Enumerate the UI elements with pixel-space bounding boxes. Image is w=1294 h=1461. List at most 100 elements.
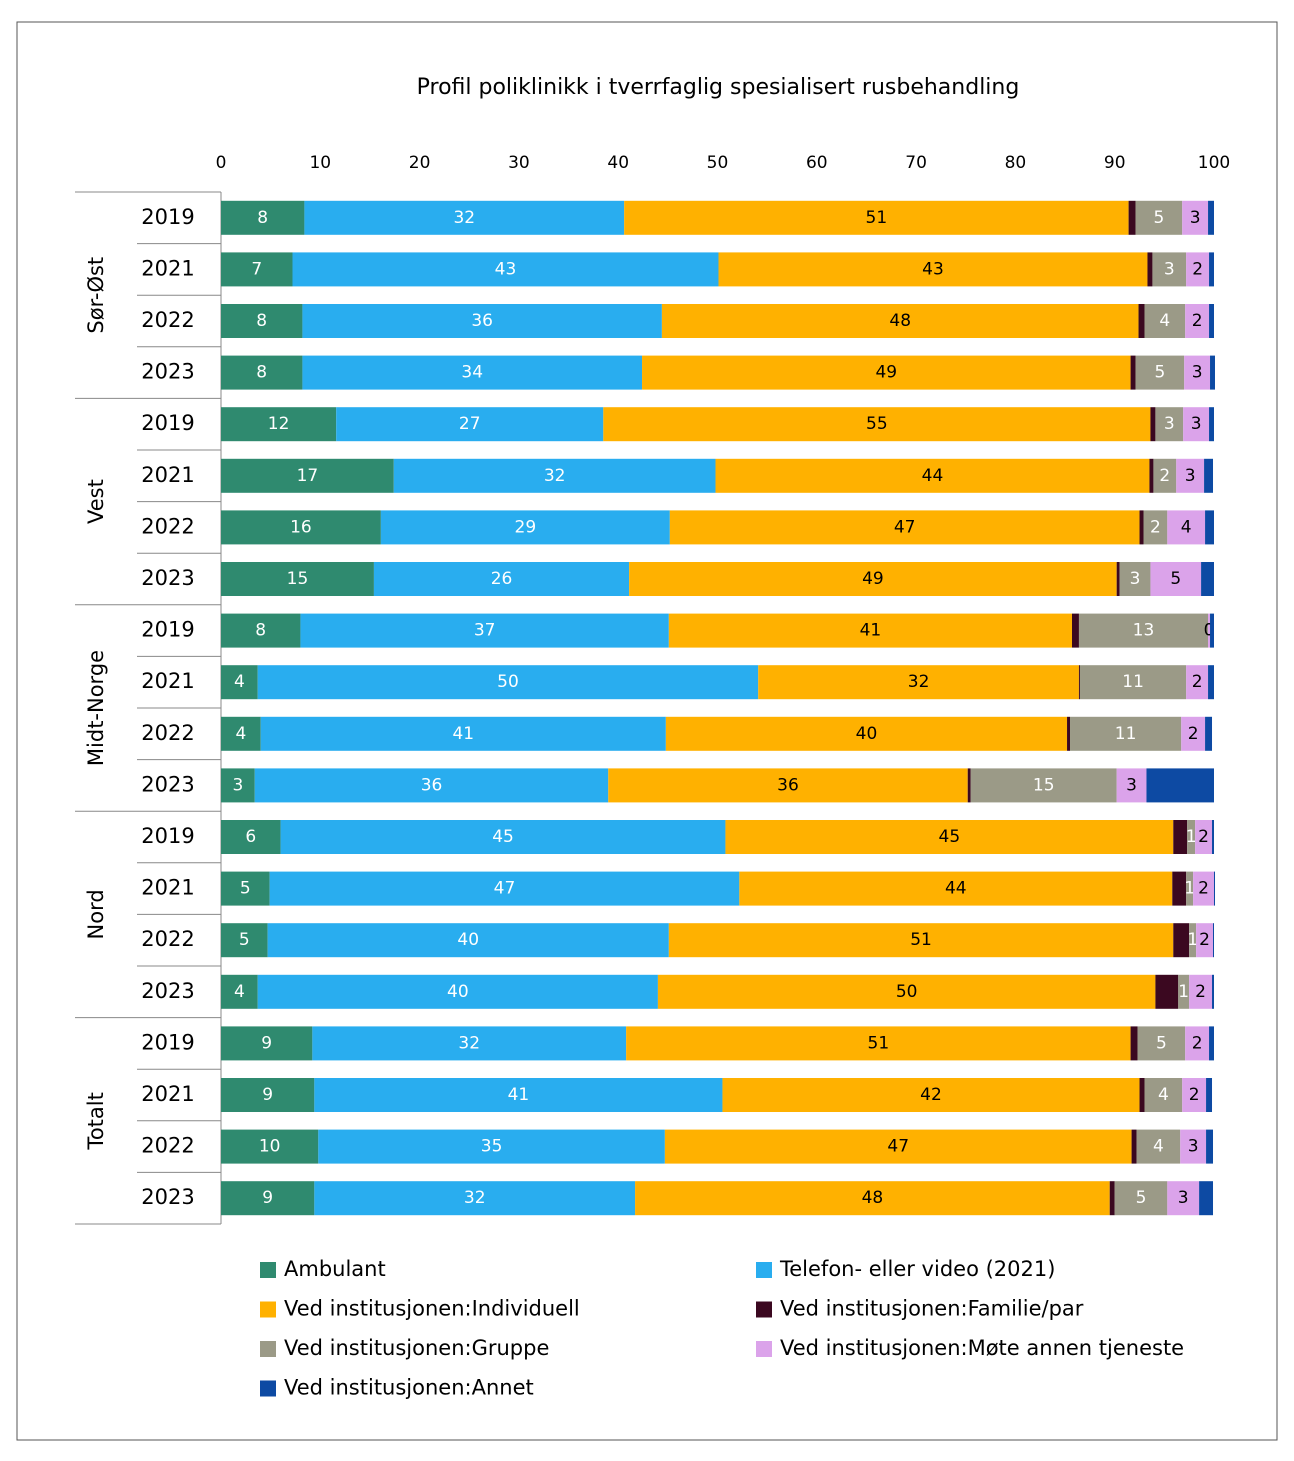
bar-segment	[1208, 613, 1211, 648]
data-label: 45	[492, 827, 514, 847]
bar-segment	[221, 200, 305, 235]
data-label: 2	[1188, 724, 1199, 744]
data-label: 1	[1187, 930, 1198, 950]
y-tick-label: 2021	[141, 1082, 194, 1106]
data-label: 44	[945, 879, 967, 899]
bar-segment	[314, 1078, 723, 1112]
bar-segment	[657, 974, 1156, 1009]
bar-segment	[257, 665, 759, 700]
x-tick-label: 70	[905, 153, 927, 173]
bar-segment	[1182, 200, 1209, 235]
bar-segment	[1153, 458, 1177, 493]
bar-segment	[312, 1026, 627, 1061]
bar-segment	[1189, 923, 1197, 958]
bar-segment	[1119, 562, 1151, 596]
data-label: 10	[259, 1137, 281, 1157]
bar-segment	[1182, 1078, 1207, 1112]
bar-segment	[1210, 355, 1215, 390]
bar-segment	[221, 1026, 313, 1061]
data-label: 15	[287, 569, 309, 589]
bar-segment	[221, 716, 261, 751]
data-label: 9	[261, 1033, 272, 1053]
chart-title: Profil poliklinikk i tverrfaglig spesial…	[417, 75, 1020, 100]
data-label: 32	[464, 1188, 486, 1208]
bar-segment	[1136, 1129, 1181, 1164]
x-tick-label: 20	[409, 153, 431, 173]
data-label: 8	[255, 621, 266, 641]
data-label: 32	[544, 466, 566, 486]
bar-segment	[722, 1078, 1140, 1112]
data-label: 42	[920, 1085, 942, 1105]
bar-segment	[1116, 562, 1120, 596]
bar-segment	[1209, 304, 1214, 338]
bar-segment	[1131, 1129, 1137, 1164]
data-label: 35	[481, 1137, 503, 1157]
data-label: 2	[1192, 311, 1203, 331]
bar-segment	[221, 613, 301, 648]
y-tick-label: 2023	[141, 772, 194, 796]
data-label: 5	[1136, 1188, 1147, 1208]
bar-segment	[373, 562, 630, 596]
data-label: 3	[1164, 259, 1175, 279]
x-tick-label: 30	[508, 153, 530, 173]
bar-segment	[1213, 923, 1214, 958]
data-label: 2	[1189, 1085, 1200, 1105]
legend-label: Ved institusjonen:Annet	[284, 1376, 534, 1400]
bar-segment	[1144, 1078, 1183, 1112]
data-label: 2	[1150, 517, 1161, 537]
legend-swatch	[756, 1301, 772, 1318]
bar-segment	[668, 923, 1174, 958]
bar-segment	[221, 768, 255, 803]
y-tick-label: 2022	[141, 721, 194, 745]
data-label: 2	[1192, 672, 1203, 692]
bar-segment	[336, 407, 604, 442]
data-label: 36	[421, 775, 443, 795]
y-tick-label: 2022	[141, 308, 194, 332]
data-label: 9	[262, 1188, 273, 1208]
data-label: 11	[1122, 672, 1144, 692]
legend-swatch	[756, 1262, 772, 1278]
bar-segment	[393, 458, 716, 493]
data-label: 4	[1181, 517, 1192, 537]
bar-segment	[1172, 871, 1187, 906]
data-label: 7	[251, 259, 262, 279]
bar-segment	[1130, 355, 1136, 390]
y-tick-label: 2021	[141, 876, 194, 900]
bar-segment	[1167, 510, 1206, 545]
bar-segment	[380, 510, 670, 545]
bar-segment	[1150, 407, 1156, 442]
y-tick-label: 2019	[141, 411, 194, 435]
data-label: 3	[1191, 414, 1202, 434]
data-label: 45	[939, 827, 961, 847]
bar-segment	[1181, 716, 1206, 751]
bar-segment	[1199, 1181, 1214, 1216]
data-label: 47	[887, 1137, 909, 1157]
group-label: Vest	[84, 479, 108, 524]
data-label: 40	[447, 982, 469, 1002]
data-label: 51	[868, 1033, 890, 1053]
bar-segment	[1078, 613, 1209, 648]
data-label: 4	[235, 724, 246, 744]
bar-segment	[1155, 974, 1179, 1009]
data-label: 32	[453, 208, 475, 228]
bar-segment	[1195, 820, 1213, 854]
bar-segment	[970, 768, 1117, 803]
bar-segment	[626, 1026, 1131, 1061]
data-label: 3	[1188, 1137, 1199, 1157]
bar-segment	[1155, 407, 1184, 442]
data-label: 2	[1198, 879, 1209, 899]
bar-segment	[221, 562, 374, 596]
data-label: 3	[1192, 363, 1203, 383]
bar-segment	[967, 768, 971, 803]
y-tick-label: 2023	[141, 1185, 194, 1209]
bar-segment	[1201, 562, 1214, 596]
bar-segment	[635, 1181, 1110, 1216]
bar-segment	[668, 613, 1073, 648]
bar-segment	[1209, 407, 1214, 442]
data-label: 32	[908, 672, 930, 692]
y-tick-label: 2023	[141, 979, 194, 1003]
bar-segment	[661, 304, 1139, 338]
data-label: 29	[515, 517, 537, 537]
bar-segment	[221, 407, 337, 442]
